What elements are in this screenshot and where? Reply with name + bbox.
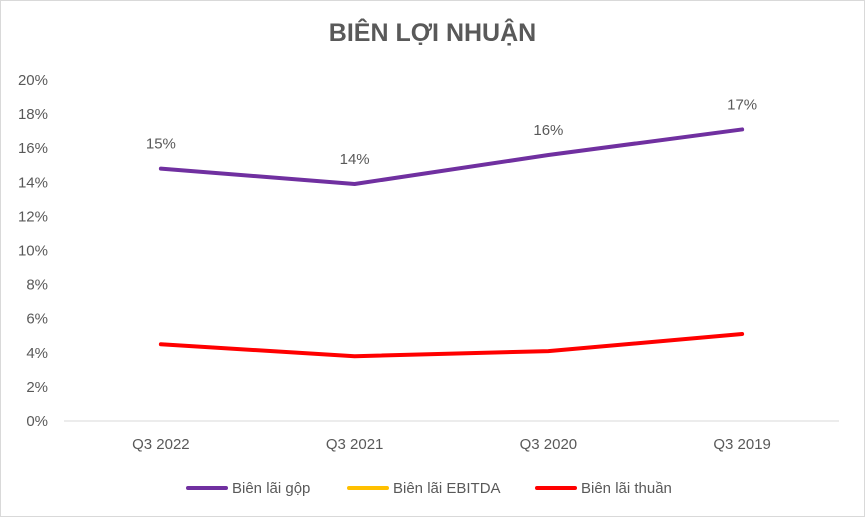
legend-label: Biên lãi EBITDA [393,480,501,497]
x-category-label: Q3 2019 [713,436,771,453]
y-tick-label: 10% [18,243,48,260]
chart-title: BIÊN LỢI NHUẬN [328,19,537,47]
legend-label: Biên lãi gộp [232,480,310,497]
y-tick-label: 14% [18,174,48,191]
data-labels: 15% 14% 16% 17% [146,96,757,168]
y-tick-label: 4% [26,345,48,362]
data-label: 17% [727,96,757,113]
y-tick-label: 12% [18,208,48,225]
data-label: 14% [340,151,370,168]
legend: Biên lãi gộp Biên lãi EBITDA Biên lãi thuầ… [186,480,672,497]
data-label: 15% [146,136,176,153]
x-category-label: Q3 2021 [326,436,384,453]
y-tick-label: 16% [18,140,48,157]
x-category-label: Q3 2020 [520,436,578,453]
x-category-label: Q3 2022 [132,436,190,453]
y-tick-label: 0% [26,413,48,430]
data-label: 16% [533,122,563,139]
series-line-0 [158,127,745,187]
y-tick-label: 8% [26,277,48,294]
axes: 0% 2% 4% 6% 8% 10% 12% 14% 16% 18% 20% Q3 2022 Q3 20… [18,72,839,453]
series-line-2 [158,332,745,359]
y-tick-label: 18% [18,106,48,123]
legend-label: Biên lãi thuần [581,480,672,497]
series-lines [158,127,745,359]
y-tick-label: 2% [26,379,48,396]
y-tick-label: 20% [18,72,48,89]
y-tick-label: 6% [26,311,48,328]
